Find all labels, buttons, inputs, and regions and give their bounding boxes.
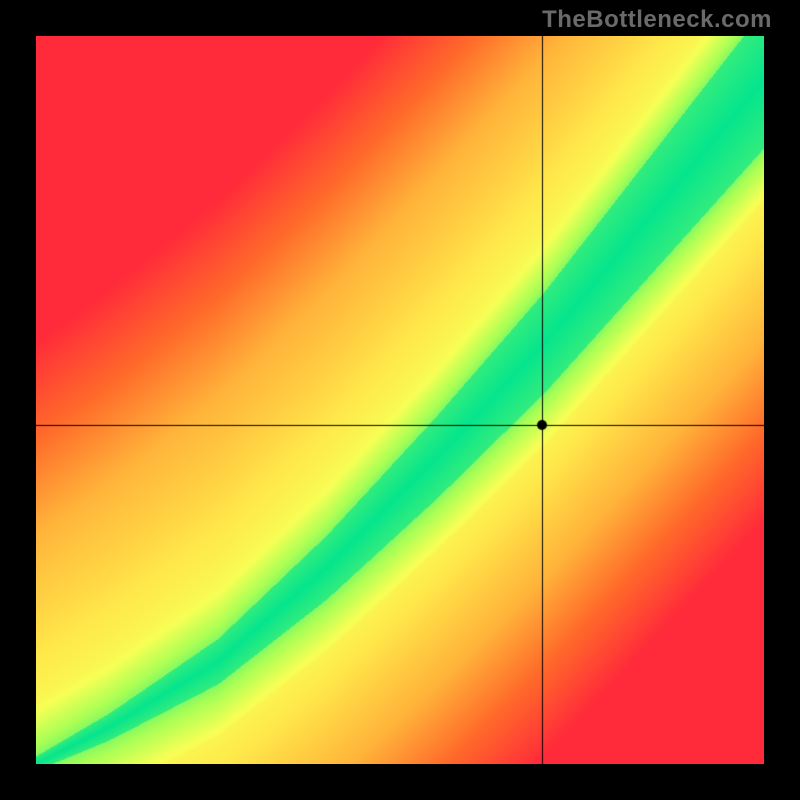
crosshair-overlay — [36, 36, 764, 764]
watermark-text: TheBottleneck.com — [542, 6, 772, 34]
chart-container: { "watermark": { "text": "TheBottleneck.… — [0, 0, 800, 800]
